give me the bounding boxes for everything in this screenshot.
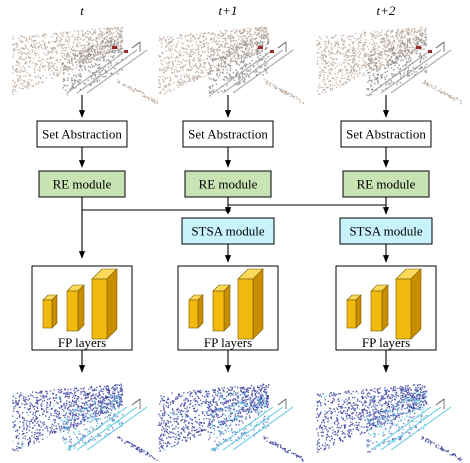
set-abstraction-t: Set Abstraction (36, 120, 128, 148)
arrows-sa-re (78, 147, 390, 168)
time-label-t2: t+2 (377, 3, 396, 18)
re-module-label: RE module (357, 177, 416, 192)
feature-block-icon (212, 284, 231, 332)
fp-layers-label: FP layers (58, 335, 106, 350)
re-module-t2: RE module (342, 170, 430, 198)
set-abstraction-label: Set Abstraction (346, 127, 426, 142)
feature-block-icon (370, 284, 389, 332)
set-abstraction-label: Set Abstraction (188, 127, 268, 142)
feature-block-icon (188, 294, 204, 329)
set-abstraction-t1: Set Abstraction (182, 120, 274, 148)
feature-block-icon (237, 268, 264, 340)
feature-blocks-icon (346, 268, 422, 340)
stsa-module-t2: STSA module (339, 217, 433, 245)
arrows-stsa-fp (224, 244, 390, 263)
arrows-output (78, 350, 390, 373)
feature-block-icon (42, 294, 58, 329)
point-cloud-segmented-icon (12, 383, 158, 461)
point-cloud-input-icon (158, 26, 304, 104)
point-cloud-input-icon (316, 26, 462, 105)
stsa-module-label: STSA module (191, 224, 265, 239)
set-abstraction-label: Set Abstraction (42, 127, 122, 142)
feature-blocks-icon (42, 268, 118, 340)
time-label-t: t (80, 3, 84, 18)
stsa-module-t1: STSA module (181, 217, 275, 245)
set-abstraction-t2: Set Abstraction (340, 120, 432, 148)
re-module-t: RE module (38, 170, 126, 198)
re-module-label: RE module (53, 177, 112, 192)
feature-block-icon (346, 294, 362, 329)
point-cloud-segmented-icon (158, 383, 304, 462)
fp-layers-label: FP layers (362, 335, 410, 350)
point-cloud-segmented-icon (316, 383, 463, 462)
stsa-module-label: STSA module (349, 224, 423, 239)
re-module-label: RE module (199, 177, 258, 192)
arrows-input (78, 95, 390, 118)
re-module-t1: RE module (184, 170, 272, 198)
cross-frame-connections (78, 197, 390, 259)
feature-block-icon (91, 268, 118, 340)
time-label-t1: t+1 (219, 3, 238, 18)
point-cloud-input-icon (12, 26, 158, 105)
feature-block-icon (66, 284, 85, 332)
feature-block-icon (395, 268, 422, 340)
feature-blocks-icon (188, 268, 264, 340)
fp-layers-label: FP layers (204, 335, 252, 350)
